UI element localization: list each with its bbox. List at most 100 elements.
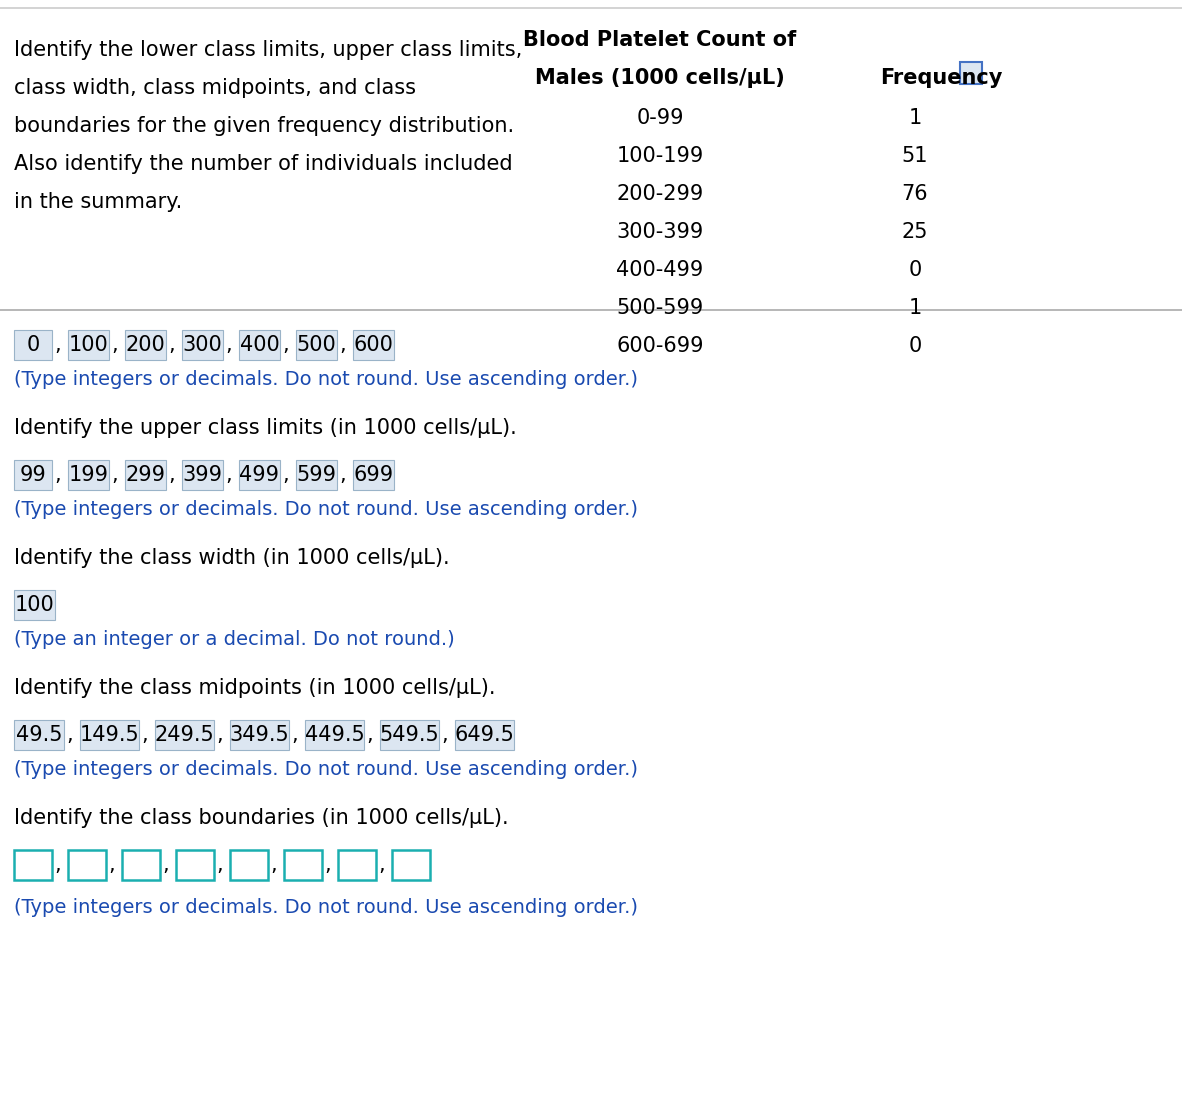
FancyBboxPatch shape	[305, 719, 364, 749]
FancyBboxPatch shape	[14, 590, 56, 620]
FancyBboxPatch shape	[69, 850, 106, 880]
FancyBboxPatch shape	[14, 719, 64, 749]
Text: 300-399: 300-399	[616, 222, 703, 242]
Text: (Type integers or decimals. Do not round. Use ascending order.): (Type integers or decimals. Do not round…	[14, 898, 638, 917]
Text: in the summary.: in the summary.	[14, 192, 182, 212]
Text: 649.5: 649.5	[455, 725, 514, 745]
FancyBboxPatch shape	[182, 460, 223, 490]
Text: (Type integers or decimals. Do not round. Use ascending order.): (Type integers or decimals. Do not round…	[14, 759, 638, 780]
Text: 1: 1	[909, 108, 922, 128]
Text: 449.5: 449.5	[305, 725, 364, 745]
Text: class width, class midpoints, and class: class width, class midpoints, and class	[14, 78, 416, 98]
Text: ,: ,	[54, 465, 61, 485]
Text: 349.5: 349.5	[229, 725, 290, 745]
Text: Identify the upper class limits (in 1000 cells/μL).: Identify the upper class limits (in 1000…	[14, 418, 517, 438]
Text: 399: 399	[182, 465, 222, 485]
Text: ,: ,	[66, 725, 73, 745]
FancyBboxPatch shape	[14, 330, 52, 360]
FancyBboxPatch shape	[960, 62, 982, 85]
Text: 300: 300	[183, 335, 222, 355]
Text: ,: ,	[54, 335, 61, 355]
Text: 600: 600	[353, 335, 394, 355]
Text: ,: ,	[339, 465, 346, 485]
Text: ,: ,	[292, 725, 298, 745]
Text: 249.5: 249.5	[155, 725, 214, 745]
Text: 600-699: 600-699	[616, 336, 703, 356]
Text: ,: ,	[163, 855, 169, 875]
Text: 100-199: 100-199	[616, 146, 703, 166]
Text: 1: 1	[909, 298, 922, 318]
FancyBboxPatch shape	[353, 330, 394, 360]
Text: ,: ,	[271, 855, 278, 875]
Text: 549.5: 549.5	[379, 725, 440, 745]
FancyBboxPatch shape	[455, 719, 514, 749]
FancyBboxPatch shape	[338, 850, 376, 880]
Text: ,: ,	[325, 855, 331, 875]
Text: Blood Platelet Count of: Blood Platelet Count of	[524, 30, 797, 50]
Text: (Type integers or decimals. Do not round. Use ascending order.): (Type integers or decimals. Do not round…	[14, 370, 638, 389]
Text: 699: 699	[353, 465, 394, 485]
Text: 500-599: 500-599	[616, 298, 703, 318]
Text: 0-99: 0-99	[636, 108, 683, 128]
FancyBboxPatch shape	[122, 850, 160, 880]
FancyBboxPatch shape	[239, 460, 280, 490]
FancyBboxPatch shape	[353, 460, 394, 490]
FancyBboxPatch shape	[296, 460, 337, 490]
FancyBboxPatch shape	[125, 460, 165, 490]
Text: ,: ,	[226, 335, 233, 355]
Text: ,: ,	[109, 855, 116, 875]
FancyBboxPatch shape	[230, 850, 268, 880]
Text: ,: ,	[142, 725, 148, 745]
Text: 99: 99	[20, 465, 46, 485]
Text: 499: 499	[240, 465, 279, 485]
Text: Identify the class width (in 1000 cells/μL).: Identify the class width (in 1000 cells/…	[14, 548, 449, 568]
Text: ,: ,	[282, 335, 290, 355]
Text: ,: ,	[54, 855, 61, 875]
Text: 400: 400	[240, 335, 279, 355]
Text: Identify the class boundaries (in 1000 cells/μL).: Identify the class boundaries (in 1000 c…	[14, 808, 508, 828]
Text: 100: 100	[14, 595, 54, 615]
Text: Identify the lower class limits, upper class limits,: Identify the lower class limits, upper c…	[14, 40, 522, 60]
Text: 0: 0	[909, 336, 922, 356]
Text: ,: ,	[169, 465, 175, 485]
Text: 100: 100	[69, 335, 109, 355]
FancyBboxPatch shape	[379, 719, 439, 749]
Text: 76: 76	[902, 183, 928, 203]
Text: Also identify the number of individuals included: Also identify the number of individuals …	[14, 153, 513, 173]
Text: Identify the class midpoints (in 1000 cells/μL).: Identify the class midpoints (in 1000 ce…	[14, 678, 495, 698]
Text: ,: ,	[216, 725, 223, 745]
Text: 51: 51	[902, 146, 928, 166]
Text: ,: ,	[111, 465, 118, 485]
FancyBboxPatch shape	[125, 330, 165, 360]
FancyBboxPatch shape	[14, 850, 52, 880]
Text: boundaries for the given frequency distribution.: boundaries for the given frequency distr…	[14, 116, 514, 136]
Text: 0: 0	[909, 260, 922, 280]
FancyBboxPatch shape	[392, 850, 430, 880]
FancyBboxPatch shape	[230, 719, 290, 749]
Text: ,: ,	[216, 855, 223, 875]
Text: 299: 299	[125, 465, 165, 485]
Text: (Type an integer or a decimal. Do not round.): (Type an integer or a decimal. Do not ro…	[14, 631, 455, 649]
FancyBboxPatch shape	[239, 330, 280, 360]
Text: 149.5: 149.5	[79, 725, 139, 745]
Text: 199: 199	[69, 465, 109, 485]
FancyBboxPatch shape	[155, 719, 214, 749]
FancyBboxPatch shape	[80, 719, 139, 749]
Text: ,: ,	[282, 465, 290, 485]
Text: (Type integers or decimals. Do not round. Use ascending order.): (Type integers or decimals. Do not round…	[14, 500, 638, 519]
FancyBboxPatch shape	[182, 330, 223, 360]
FancyBboxPatch shape	[176, 850, 214, 880]
Text: 599: 599	[297, 465, 337, 485]
FancyBboxPatch shape	[69, 330, 109, 360]
Text: 200-299: 200-299	[616, 183, 703, 203]
FancyBboxPatch shape	[284, 850, 322, 880]
Text: 49.5: 49.5	[15, 725, 63, 745]
Text: ,: ,	[169, 335, 175, 355]
Text: ,: ,	[111, 335, 118, 355]
Text: 25: 25	[902, 222, 928, 242]
FancyBboxPatch shape	[296, 330, 337, 360]
Text: Males (1000 cells/μL): Males (1000 cells/μL)	[535, 68, 785, 88]
Text: ,: ,	[226, 465, 233, 485]
Text: 200: 200	[125, 335, 165, 355]
Text: ,: ,	[339, 335, 346, 355]
